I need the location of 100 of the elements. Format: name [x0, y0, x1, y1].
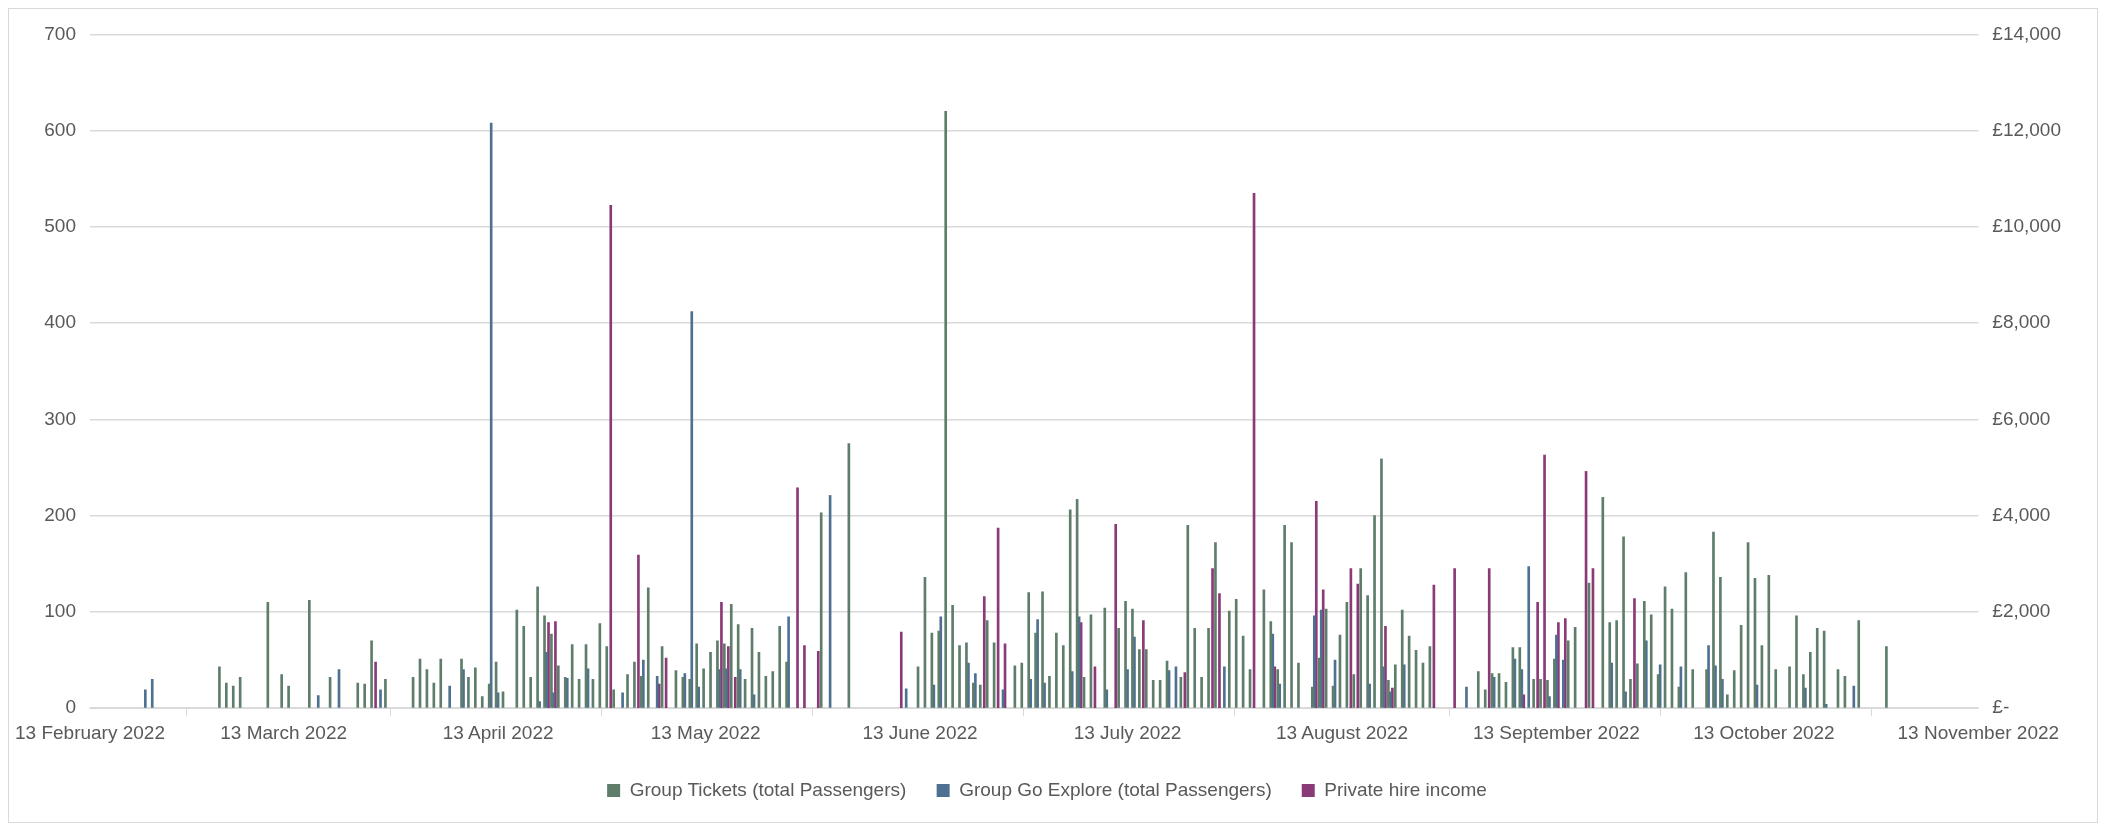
bar [1795, 615, 1798, 708]
x-tick-label: 13 November 2022 [1897, 721, 2060, 743]
bar [489, 122, 493, 708]
bar [144, 689, 147, 708]
bar [1788, 666, 1791, 708]
bar [819, 512, 823, 708]
bar [1483, 689, 1487, 708]
bar [1465, 686, 1468, 708]
bar [1808, 652, 1812, 708]
bar [1131, 608, 1134, 708]
bar [287, 685, 290, 708]
bar [965, 642, 968, 708]
bar [771, 671, 775, 708]
bar [951, 604, 954, 708]
bar [1380, 458, 1383, 708]
bar [1020, 662, 1024, 708]
bar [944, 111, 948, 708]
bar [384, 678, 387, 708]
bar [1527, 566, 1531, 708]
bar [1802, 674, 1805, 708]
bar [612, 689, 616, 708]
bar [1539, 678, 1542, 708]
bar [1055, 632, 1058, 708]
bar [709, 652, 712, 708]
bar [1725, 694, 1729, 708]
bar [363, 683, 366, 708]
legend-label: Group Tickets (total Passengers) [629, 778, 907, 800]
bar [1117, 627, 1120, 708]
bar [1543, 454, 1546, 709]
bar [356, 682, 360, 708]
legend-label: Private hire income [1324, 778, 1487, 800]
bar [688, 678, 692, 708]
x-tick-label: 13 September 2022 [1472, 721, 1640, 743]
bar [1227, 610, 1231, 708]
bar [1200, 677, 1203, 708]
x-tick-label: 13 October 2022 [1693, 721, 1835, 743]
bar [1536, 601, 1539, 709]
bar [1518, 647, 1522, 708]
y-tick-label: 200 [44, 503, 76, 525]
y-tick-label: 100 [44, 600, 76, 622]
bar [1767, 575, 1771, 708]
bar [1601, 497, 1605, 708]
x-tick-label: 13 June 2022 [862, 721, 978, 743]
bar [467, 677, 470, 708]
bar [937, 630, 941, 708]
bar [605, 646, 609, 708]
bar [1297, 662, 1300, 708]
bar [729, 603, 733, 708]
bar [1608, 622, 1612, 708]
bar [1546, 679, 1549, 708]
y2-tick-label: £6,000 [1992, 407, 2051, 429]
bar [1691, 669, 1695, 708]
bar [460, 658, 463, 708]
bar [1048, 676, 1051, 708]
bar [958, 645, 961, 708]
y2-tick-label: £8,000 [1992, 311, 2051, 333]
bar [1532, 678, 1535, 708]
bar [1068, 509, 1072, 708]
bar [474, 667, 477, 708]
bar [785, 661, 788, 708]
bar [1234, 599, 1238, 708]
y-tick-label: 300 [44, 407, 76, 429]
x-tick-label: 13 May 2022 [650, 721, 761, 743]
bar [1615, 620, 1618, 708]
bar [621, 692, 624, 708]
bar [1373, 515, 1376, 708]
bar [480, 696, 484, 708]
bar [1114, 524, 1118, 709]
bar [1151, 679, 1155, 708]
bar [1283, 524, 1286, 708]
y2-tick-label: £4,000 [1992, 503, 2051, 525]
bar [448, 685, 452, 708]
bar [1629, 678, 1632, 708]
bar [1705, 669, 1708, 708]
bar [655, 676, 659, 708]
bar [1476, 671, 1480, 708]
bar [1027, 592, 1031, 708]
bar [529, 677, 533, 708]
bar [633, 661, 636, 708]
bar [1314, 500, 1318, 709]
bar [1393, 664, 1397, 708]
y2-tick-label: £10,000 [1992, 215, 2062, 237]
bar [978, 684, 982, 708]
bar [1193, 627, 1197, 708]
bar [280, 674, 283, 708]
legend-label: Group Go Explore (total Passengers) [959, 778, 1272, 800]
bar [1707, 645, 1710, 708]
bar [225, 682, 228, 708]
bar [1352, 674, 1356, 708]
bar [702, 668, 705, 708]
bar [1453, 568, 1456, 709]
bar [1712, 531, 1715, 708]
bar [1774, 669, 1778, 708]
bar [1815, 627, 1819, 708]
bar [1061, 645, 1065, 708]
bar [787, 616, 790, 708]
bar [1290, 542, 1293, 708]
bar [690, 311, 694, 708]
bar [626, 674, 629, 708]
y-tick-label: 700 [44, 22, 76, 44]
